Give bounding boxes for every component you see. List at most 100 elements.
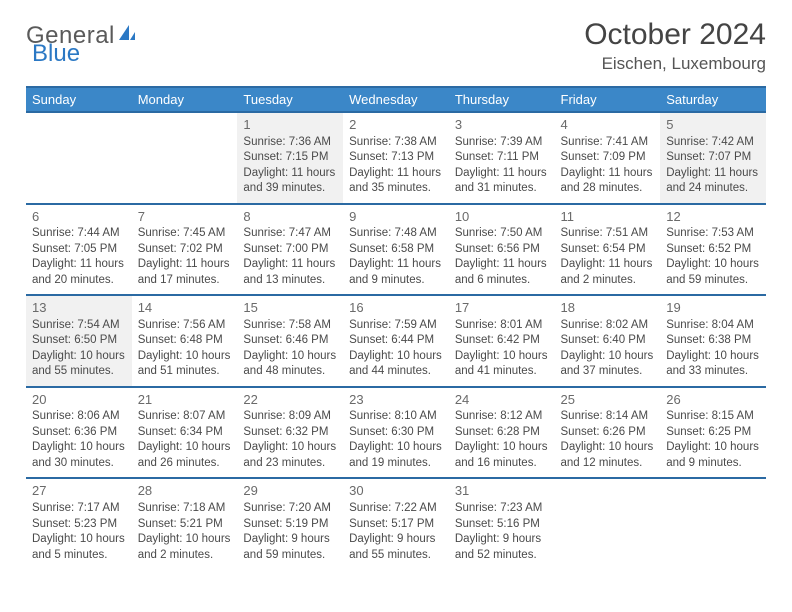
sunset-line: Sunset: 7:02 PM xyxy=(138,243,223,255)
sunset-line: Sunset: 6:56 PM xyxy=(455,243,540,255)
day-number: 9 xyxy=(349,208,443,226)
daylight-line: Daylight: 10 hours and 5 minutes. xyxy=(32,533,125,561)
sunset-line: Sunset: 6:26 PM xyxy=(561,426,646,438)
sunrise-line: Sunrise: 7:45 AM xyxy=(138,227,226,239)
calendar-cell: 13Sunrise: 7:54 AMSunset: 6:50 PMDayligh… xyxy=(26,295,132,387)
sunrise-line: Sunrise: 7:20 AM xyxy=(243,502,331,514)
day-number: 24 xyxy=(455,391,549,409)
daylight-line: Daylight: 10 hours and 41 minutes. xyxy=(455,350,548,378)
daylight-line: Daylight: 9 hours and 59 minutes. xyxy=(243,533,329,561)
calendar-cell: 5 Sunrise: 7:42 AM Sunset: 7:07 PM Daylight… xyxy=(660,112,766,204)
daylight-line: Daylight: 11 hours and 31 minutes. xyxy=(455,167,547,195)
daylight-line: Daylight: 10 hours and 51 minutes. xyxy=(138,350,231,378)
sunset-line: Sunset: 7:07 PM xyxy=(666,151,751,163)
calendar-cell: 31Sunrise: 7:23 AMSunset: 5:16 PMDayligh… xyxy=(449,478,555,569)
daylight-line: Daylight: 9 hours and 55 minutes. xyxy=(349,533,435,561)
calendar-cell: 28Sunrise: 7:18 AMSunset: 5:21 PMDayligh… xyxy=(132,478,238,569)
day-number: 25 xyxy=(561,391,655,409)
brand-part2: Blue xyxy=(32,40,80,67)
day-number: 26 xyxy=(666,391,760,409)
sunset-line: Sunset: 5:23 PM xyxy=(32,518,117,530)
calendar-cell: 29Sunrise: 7:20 AMSunset: 5:19 PMDayligh… xyxy=(237,478,343,569)
sunset-line: Sunset: 7:11 PM xyxy=(455,151,539,163)
sunset-line: Sunset: 6:42 PM xyxy=(455,334,540,346)
daylight-line: Daylight: 11 hours and 17 minutes. xyxy=(138,258,230,286)
daylight-line: Daylight: 10 hours and 30 minutes. xyxy=(32,441,125,469)
sunset-line: Sunset: 6:25 PM xyxy=(666,426,751,438)
sunrise-line: Sunrise: 8:04 AM xyxy=(666,319,754,331)
daylight-line: Daylight: 10 hours and 37 minutes. xyxy=(561,350,654,378)
daylight-line: Daylight: 11 hours and 35 minutes. xyxy=(349,167,441,195)
day-number: 15 xyxy=(243,299,337,317)
sunset-line: Sunset: 6:54 PM xyxy=(561,243,646,255)
day-number: 22 xyxy=(243,391,337,409)
calendar-cell: 16Sunrise: 7:59 AMSunset: 6:44 PMDayligh… xyxy=(343,295,449,387)
day-number: 17 xyxy=(455,299,549,317)
day-number: 21 xyxy=(138,391,232,409)
sunrise-line: Sunrise: 7:50 AM xyxy=(455,227,543,239)
sunset-line: Sunset: 6:44 PM xyxy=(349,334,434,346)
calendar-cell: 6Sunrise: 7:44 AMSunset: 7:05 PMDaylight… xyxy=(26,204,132,296)
sunrise-line: Sunrise: 7:36 AM xyxy=(243,136,331,148)
daylight-line: Daylight: 10 hours and 44 minutes. xyxy=(349,350,442,378)
daylight-line: Daylight: 10 hours and 55 minutes. xyxy=(32,350,125,378)
month-title: October 2024 xyxy=(584,18,766,52)
sunrise-line: Sunrise: 7:59 AM xyxy=(349,319,437,331)
sunset-line: Sunset: 6:32 PM xyxy=(243,426,328,438)
calendar-cell xyxy=(555,478,661,569)
sunrise-line: Sunrise: 7:41 AM xyxy=(561,136,649,148)
sunrise-line: Sunrise: 8:15 AM xyxy=(666,410,754,422)
sunset-line: Sunset: 6:36 PM xyxy=(32,426,117,438)
calendar-cell xyxy=(660,478,766,569)
calendar-cell: 8Sunrise: 7:47 AMSunset: 7:00 PMDaylight… xyxy=(237,204,343,296)
dayname-6: Saturday xyxy=(660,87,766,112)
day-number: 5 xyxy=(666,116,760,134)
day-number: 8 xyxy=(243,208,337,226)
day-number: 12 xyxy=(666,208,760,226)
calendar-cell xyxy=(26,112,132,204)
day-number: 27 xyxy=(32,482,126,500)
day-number: 13 xyxy=(32,299,126,317)
calendar-cell: 2Sunrise: 7:38 AMSunset: 7:13 PMDaylight… xyxy=(343,112,449,204)
sunrise-line: Sunrise: 7:22 AM xyxy=(349,502,437,514)
calendar-cell: 19Sunrise: 8:04 AMSunset: 6:38 PMDayligh… xyxy=(660,295,766,387)
sunrise-line: Sunrise: 8:01 AM xyxy=(455,319,543,331)
daylight-line: Daylight: 10 hours and 19 minutes. xyxy=(349,441,442,469)
sunrise-line: Sunrise: 7:54 AM xyxy=(32,319,120,331)
day-number: 31 xyxy=(455,482,549,500)
sunset-line: Sunset: 6:38 PM xyxy=(666,334,751,346)
sunset-line: Sunset: 7:15 PM xyxy=(243,151,328,163)
calendar-cell: 22Sunrise: 8:09 AMSunset: 6:32 PMDayligh… xyxy=(237,387,343,479)
daylight-line: Daylight: 10 hours and 23 minutes. xyxy=(243,441,336,469)
day-number: 19 xyxy=(666,299,760,317)
sunrise-line: Sunrise: 7:42 AM xyxy=(666,136,754,148)
daylight-line: Daylight: 11 hours and 28 minutes. xyxy=(561,167,653,195)
day-number: 4 xyxy=(561,116,655,134)
day-number: 23 xyxy=(349,391,443,409)
calendar-cell: 4 Sunrise: 7:41 AM Sunset: 7:09 PM Daylight… xyxy=(555,112,661,204)
sunrise-line: Sunrise: 8:14 AM xyxy=(561,410,649,422)
daylight-line: Daylight: 9 hours and 52 minutes. xyxy=(455,533,541,561)
location: Eischen, Luxembourg xyxy=(584,54,766,74)
sunset-line: Sunset: 7:09 PM xyxy=(561,151,646,163)
calendar-cell: 9Sunrise: 7:48 AMSunset: 6:58 PMDaylight… xyxy=(343,204,449,296)
day-number: 28 xyxy=(138,482,232,500)
dayname-1: Monday xyxy=(132,87,238,112)
day-number: 7 xyxy=(138,208,232,226)
sunrise-line: Sunrise: 8:07 AM xyxy=(138,410,226,422)
sunrise-line: Sunrise: 7:38 AM xyxy=(349,136,437,148)
sunrise-line: Sunrise: 7:56 AM xyxy=(138,319,226,331)
daylight-line: Daylight: 10 hours and 2 minutes. xyxy=(138,533,231,561)
calendar-cell: 14Sunrise: 7:56 AMSunset: 6:48 PMDayligh… xyxy=(132,295,238,387)
sunrise-line: Sunrise: 8:10 AM xyxy=(349,410,437,422)
sunrise-line: Sunrise: 7:23 AM xyxy=(455,502,543,514)
daylight-line: Daylight: 11 hours and 2 minutes. xyxy=(561,258,653,286)
daylight-line: Daylight: 11 hours and 24 minutes. xyxy=(666,167,758,195)
daylight-line: Daylight: 11 hours and 20 minutes. xyxy=(32,258,124,286)
day-number: 14 xyxy=(138,299,232,317)
sunset-line: Sunset: 7:00 PM xyxy=(243,243,328,255)
day-number: 1 xyxy=(243,116,337,134)
calendar-cell: 1Sunrise: 7:36 AMSunset: 7:15 PMDaylight… xyxy=(237,112,343,204)
daylight-line: Daylight: 10 hours and 9 minutes. xyxy=(666,441,759,469)
sunrise-line: Sunrise: 7:48 AM xyxy=(349,227,437,239)
